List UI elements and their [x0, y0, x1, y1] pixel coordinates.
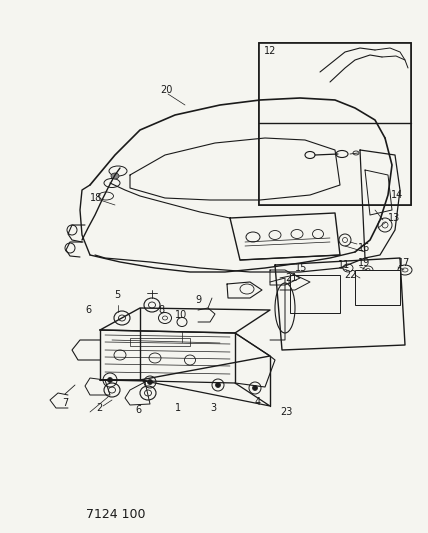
Text: 6: 6 — [85, 305, 91, 315]
Bar — [355, 270, 400, 305]
Bar — [130, 338, 190, 346]
Text: 12: 12 — [264, 46, 276, 55]
Text: 16: 16 — [358, 243, 370, 253]
Text: 3: 3 — [210, 403, 216, 413]
Text: 2: 2 — [96, 403, 102, 413]
Text: 7124 100: 7124 100 — [86, 508, 146, 521]
Text: 1: 1 — [175, 403, 181, 413]
Text: 20: 20 — [160, 85, 172, 95]
Bar — [259, 43, 411, 205]
Ellipse shape — [253, 385, 258, 391]
Ellipse shape — [216, 383, 220, 387]
Text: 4: 4 — [255, 397, 261, 407]
Text: 23: 23 — [280, 407, 292, 417]
Text: 22: 22 — [344, 270, 357, 280]
Ellipse shape — [294, 86, 316, 104]
Bar — [259, 43, 411, 205]
Text: 9: 9 — [195, 295, 201, 305]
Text: 7: 7 — [62, 398, 68, 408]
Ellipse shape — [111, 173, 119, 179]
Text: 21: 21 — [285, 273, 297, 283]
Ellipse shape — [148, 379, 152, 384]
Text: 5: 5 — [114, 290, 120, 300]
Ellipse shape — [107, 377, 113, 383]
Text: 15: 15 — [295, 263, 307, 273]
Text: 19: 19 — [358, 258, 370, 268]
Text: 17: 17 — [398, 258, 410, 268]
Text: 18: 18 — [90, 193, 102, 203]
Text: 8: 8 — [158, 305, 164, 315]
Text: 6: 6 — [135, 405, 141, 415]
Text: 11: 11 — [338, 260, 350, 270]
Text: 14: 14 — [391, 190, 403, 200]
Text: 10: 10 — [175, 310, 187, 320]
Bar — [290, 275, 340, 313]
Text: 13: 13 — [388, 213, 400, 223]
